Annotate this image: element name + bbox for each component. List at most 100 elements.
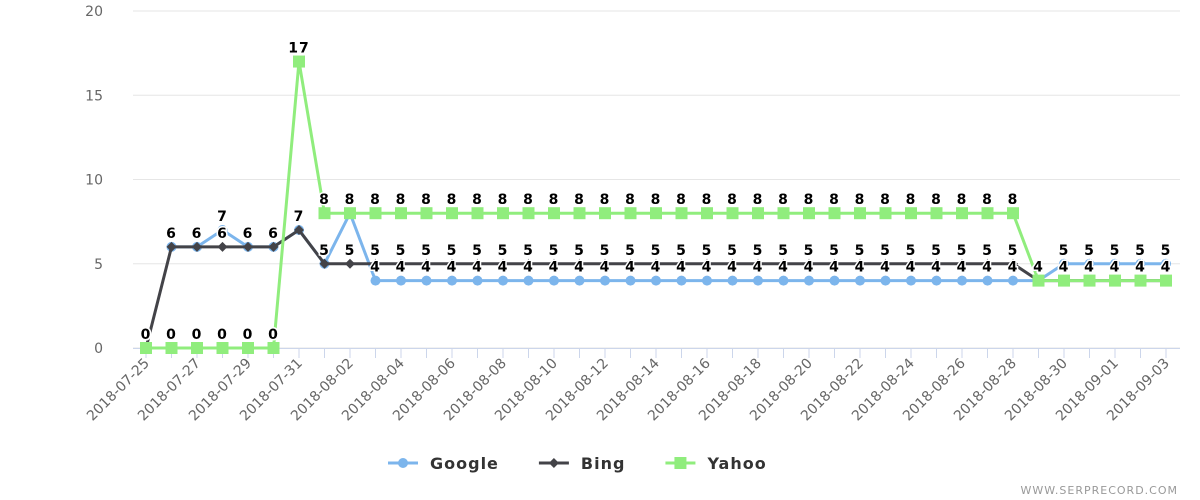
data-label: 4 [880,260,891,276]
point [625,275,636,286]
point [1161,258,1171,269]
point [447,275,457,286]
point [727,258,738,269]
data-label: 4 [523,260,534,276]
point [905,207,917,220]
data-label: 4 [1008,260,1019,276]
point [166,241,177,252]
data-label: 6 [166,226,177,242]
data-label: 4 [1033,260,1044,276]
data-label: 5 [778,243,789,259]
point [804,258,814,269]
series [140,55,1172,354]
point [1110,258,1120,269]
data-label: 4 [1161,260,1172,276]
point [191,342,203,354]
point [1084,258,1095,269]
point [701,207,713,220]
data-label: 8 [957,192,968,208]
point [574,258,585,269]
point [599,207,611,220]
data-label: 5 [421,243,432,259]
point [778,258,789,269]
data-label: 4 [1110,260,1121,276]
point [293,55,305,68]
point [421,275,432,286]
point [931,275,942,286]
point [702,275,712,286]
data-label: 8 [370,192,381,208]
point [268,241,279,252]
data-label: 5 [574,243,585,259]
legend-item[interactable]: Google [388,454,499,473]
point [1160,274,1172,287]
point [624,207,637,220]
data-label: 5 [370,243,381,259]
point [854,207,866,220]
data-label: 4 [753,260,764,276]
data-label: 4 [1033,260,1044,276]
data-label: 6 [192,226,203,242]
point [753,258,763,269]
data-label: 4 [931,260,942,276]
legend-label: Google [430,454,499,473]
point [243,241,253,252]
point [702,258,712,269]
point [319,258,330,269]
point [471,207,484,220]
point [574,275,585,286]
data-label: 5 [957,243,968,259]
point [498,258,508,269]
point [651,275,661,286]
data-label: 4 [804,260,815,276]
point [548,207,560,220]
point [651,258,661,269]
data-label: 4 [447,260,458,276]
data-label: 8 [345,192,356,208]
data-label: 8 [651,192,662,208]
point [549,258,559,269]
point [803,207,815,220]
data-label: 5 [1084,243,1095,259]
y-tick-label: 0 [94,341,103,357]
point [217,225,228,236]
data-label: 8 [727,192,738,208]
data-label: 4 [421,260,432,276]
data-label: 5 [829,243,840,259]
point [140,342,152,354]
point [523,275,534,286]
point [396,275,406,286]
point [625,258,636,269]
point [396,258,406,269]
legend-label: Yahoo [706,454,766,473]
data-label: 8 [778,192,789,208]
point [828,207,841,220]
point [982,258,993,269]
data-label: 4 [855,260,866,276]
point [880,275,891,286]
point [267,342,280,354]
point [957,258,967,269]
y-tick-label: 10 [85,173,103,189]
legend-item[interactable]: Bing [538,454,626,473]
legend-marker [674,457,687,469]
point [1008,258,1018,269]
legend-marker [398,458,408,468]
legend-item[interactable]: Yahoo [665,454,766,473]
data-label: 5 [676,243,687,259]
data-label: 8 [906,192,917,208]
data-label: 5 [1161,243,1172,259]
data-label: 4 [1135,260,1146,276]
point [931,258,942,269]
point [165,342,178,354]
point [676,258,687,269]
data-label: 17 [288,41,309,57]
data-label: 5 [319,243,330,259]
series [166,208,1171,286]
legend-label: Bing [581,454,626,473]
point [1083,274,1096,287]
point [242,342,254,354]
point [1008,275,1018,286]
y-tick-label: 20 [85,4,103,20]
data-label: 5 [1059,243,1070,259]
